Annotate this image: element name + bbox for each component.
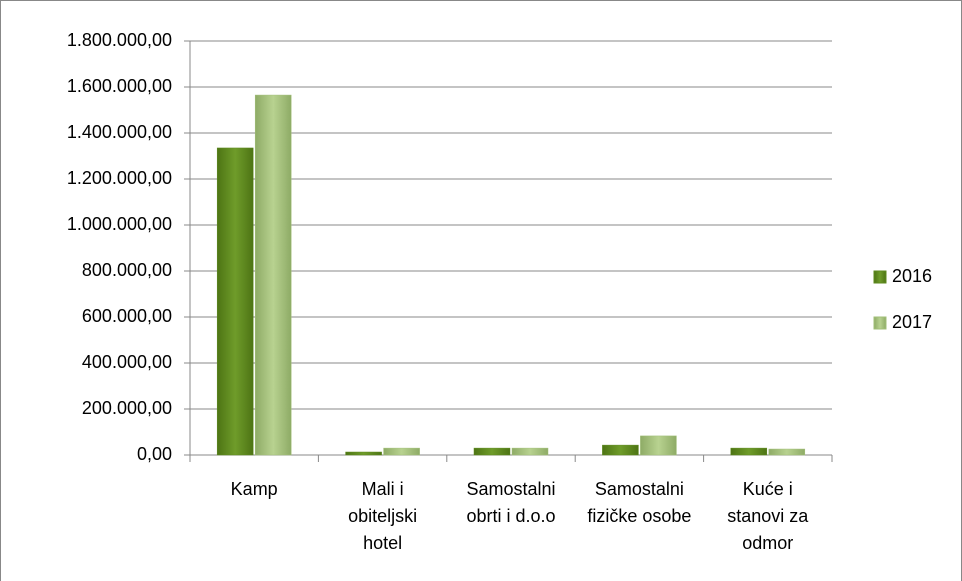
x-tick-label: Kuće i stanovi za odmor	[727, 479, 809, 553]
y-tick-label: 1.000.000,00	[67, 214, 172, 234]
bar	[640, 435, 677, 456]
y-tick-label: 800.000,00	[82, 260, 172, 280]
y-tick-label: 1.200.000,00	[67, 168, 172, 188]
x-tick-label: Kamp	[230, 479, 278, 499]
y-tick-label: 1.600.000,00	[67, 76, 172, 96]
x-tick-label: Samostalni obrti i d.o.o	[466, 479, 556, 526]
bar	[768, 448, 806, 456]
y-tick-label: 400.000,00	[82, 352, 172, 372]
legend-swatch	[873, 270, 887, 284]
x-tick-label: Mali i obiteljski hotel	[348, 479, 418, 553]
bar	[602, 444, 639, 456]
x-tick-label: Samostalni fizičke osobe	[587, 479, 692, 526]
bar	[730, 447, 768, 456]
bar	[345, 451, 382, 456]
y-tick-label: 1.400.000,00	[67, 122, 172, 142]
y-tick-label: 600.000,00	[82, 306, 172, 326]
y-tick-label: 200.000,00	[82, 398, 172, 418]
legend-swatch	[873, 316, 887, 330]
bar	[383, 447, 420, 456]
bar	[216, 147, 254, 456]
y-tick-label: 1.800.000,00	[67, 30, 172, 50]
legend-label: 2017	[892, 312, 932, 332]
bar	[473, 447, 511, 456]
bar	[254, 94, 292, 456]
legend-label: 2016	[892, 266, 932, 286]
y-tick-label: 0,00	[137, 444, 172, 464]
bar	[511, 447, 549, 456]
